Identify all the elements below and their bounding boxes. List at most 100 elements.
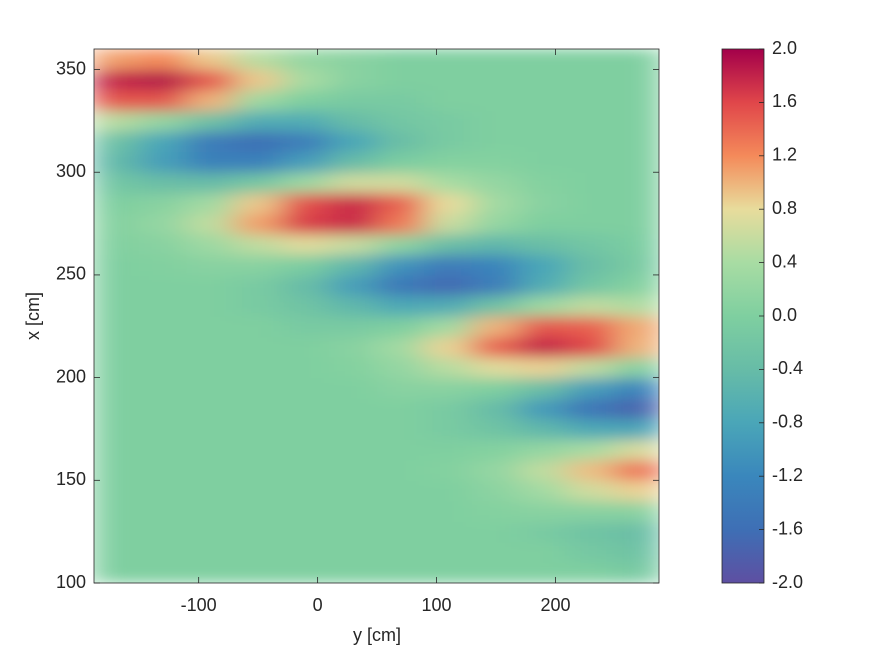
y-tick-label: 200 — [56, 366, 86, 386]
heatmap-cell — [138, 89, 188, 112]
heatmap-cell — [566, 171, 616, 194]
heatmap-cell — [376, 315, 426, 338]
heatmap-cell — [566, 315, 616, 338]
heatmap-cell — [376, 459, 426, 481]
heatmap-cell — [424, 294, 473, 317]
heatmap-cell — [186, 130, 235, 153]
heatmap-cell — [186, 418, 235, 440]
heatmap-cell — [519, 89, 568, 112]
heatmap-cell — [281, 171, 331, 194]
heatmap-cell — [281, 49, 331, 71]
heatmap-cell — [471, 233, 521, 255]
heatmap-cell — [614, 315, 659, 338]
heatmap-cell — [566, 397, 616, 420]
heatmap-cell — [281, 356, 331, 379]
heatmap-cell — [614, 274, 659, 296]
heatmap-cell — [471, 459, 521, 481]
heatmap-cell — [424, 274, 473, 296]
heatmap-cell — [138, 541, 188, 563]
heatmap-cell — [138, 212, 188, 235]
heatmap-cell — [186, 89, 235, 112]
heatmap-cell — [519, 520, 568, 543]
heatmap-cell — [614, 171, 659, 194]
heatmap-cell — [614, 520, 659, 543]
heatmap-cell — [281, 130, 331, 153]
heatmap-cell — [233, 212, 283, 235]
heatmap-cell — [281, 315, 331, 338]
heatmap-cell — [281, 274, 331, 296]
heatmap-cell — [233, 397, 283, 420]
heatmap-cell — [471, 171, 521, 194]
heatmap-cell — [471, 336, 521, 358]
x-tick-label: 100 — [422, 595, 452, 615]
heatmap-cell — [186, 253, 235, 276]
heatmap-cell — [329, 459, 378, 481]
heatmap-cell — [94, 171, 140, 194]
heatmap-cell — [233, 233, 283, 255]
heatmap-cell — [614, 500, 659, 522]
heatmap-cell — [471, 110, 521, 132]
heatmap-cell — [566, 253, 616, 276]
heatmap-cell — [186, 212, 235, 235]
heatmap-cell — [519, 274, 568, 296]
heatmap-cell — [186, 274, 235, 296]
heatmap-cell — [614, 418, 659, 440]
heatmap-cell — [566, 377, 616, 399]
heatmap-cell — [94, 89, 140, 112]
heatmap-cell — [233, 479, 283, 502]
heatmap-cell — [566, 69, 616, 91]
heatmap-cell — [138, 233, 188, 255]
heatmap-cell — [471, 438, 521, 461]
heatmap-cell — [186, 192, 235, 214]
heatmap-cell — [376, 561, 426, 583]
heatmap-cell — [281, 520, 331, 543]
heatmap-cell — [424, 438, 473, 461]
heatmap-cell — [614, 459, 659, 481]
heatmap-cell — [233, 541, 283, 563]
heatmap-cell — [138, 479, 188, 502]
heatmap-cell — [566, 520, 616, 543]
heatmap-cell — [376, 356, 426, 379]
x-tick-label: -100 — [181, 595, 217, 615]
heatmap-cell — [614, 69, 659, 91]
heatmap-cell — [566, 212, 616, 235]
heatmap-cell — [186, 171, 235, 194]
heatmap-cell — [94, 500, 140, 522]
heatmap-cell — [94, 233, 140, 255]
heatmap-cell — [614, 192, 659, 214]
y-tick-label: 300 — [56, 161, 86, 181]
heatmap-cell — [424, 151, 473, 173]
heatmap-cell — [519, 541, 568, 563]
heatmap-cell — [186, 500, 235, 522]
heatmap-cell — [424, 561, 473, 583]
heatmap-cell — [138, 377, 188, 399]
heatmap-cell — [186, 356, 235, 379]
heatmap-cell — [424, 110, 473, 132]
heatmap-cell — [519, 253, 568, 276]
heatmap-cell — [614, 377, 659, 399]
heatmap-cell — [186, 377, 235, 399]
heatmap-cell — [233, 500, 283, 522]
heatmap-cell — [424, 356, 473, 379]
heatmap-cell — [376, 110, 426, 132]
heatmap-cell — [94, 192, 140, 214]
heatmap-cell — [519, 500, 568, 522]
heatmap-cell — [329, 110, 378, 132]
heatmap-cell — [471, 500, 521, 522]
heatmap-cell — [94, 520, 140, 543]
heatmap-cell — [424, 377, 473, 399]
heatmap-cell — [329, 397, 378, 420]
heatmap-cell — [519, 377, 568, 399]
heatmap-cell — [138, 397, 188, 420]
heatmap-cell — [233, 151, 283, 173]
heatmap-cell — [519, 315, 568, 338]
x-tick-label: 0 — [313, 595, 323, 615]
y-tick-label: 100 — [56, 572, 86, 592]
heatmap-cell — [614, 253, 659, 276]
heatmap-cell — [186, 110, 235, 132]
heatmap-cell — [376, 479, 426, 502]
heatmap-cell — [186, 233, 235, 255]
heatmap-cell — [376, 541, 426, 563]
heatmap-cell — [614, 438, 659, 461]
heatmap-cell — [329, 253, 378, 276]
